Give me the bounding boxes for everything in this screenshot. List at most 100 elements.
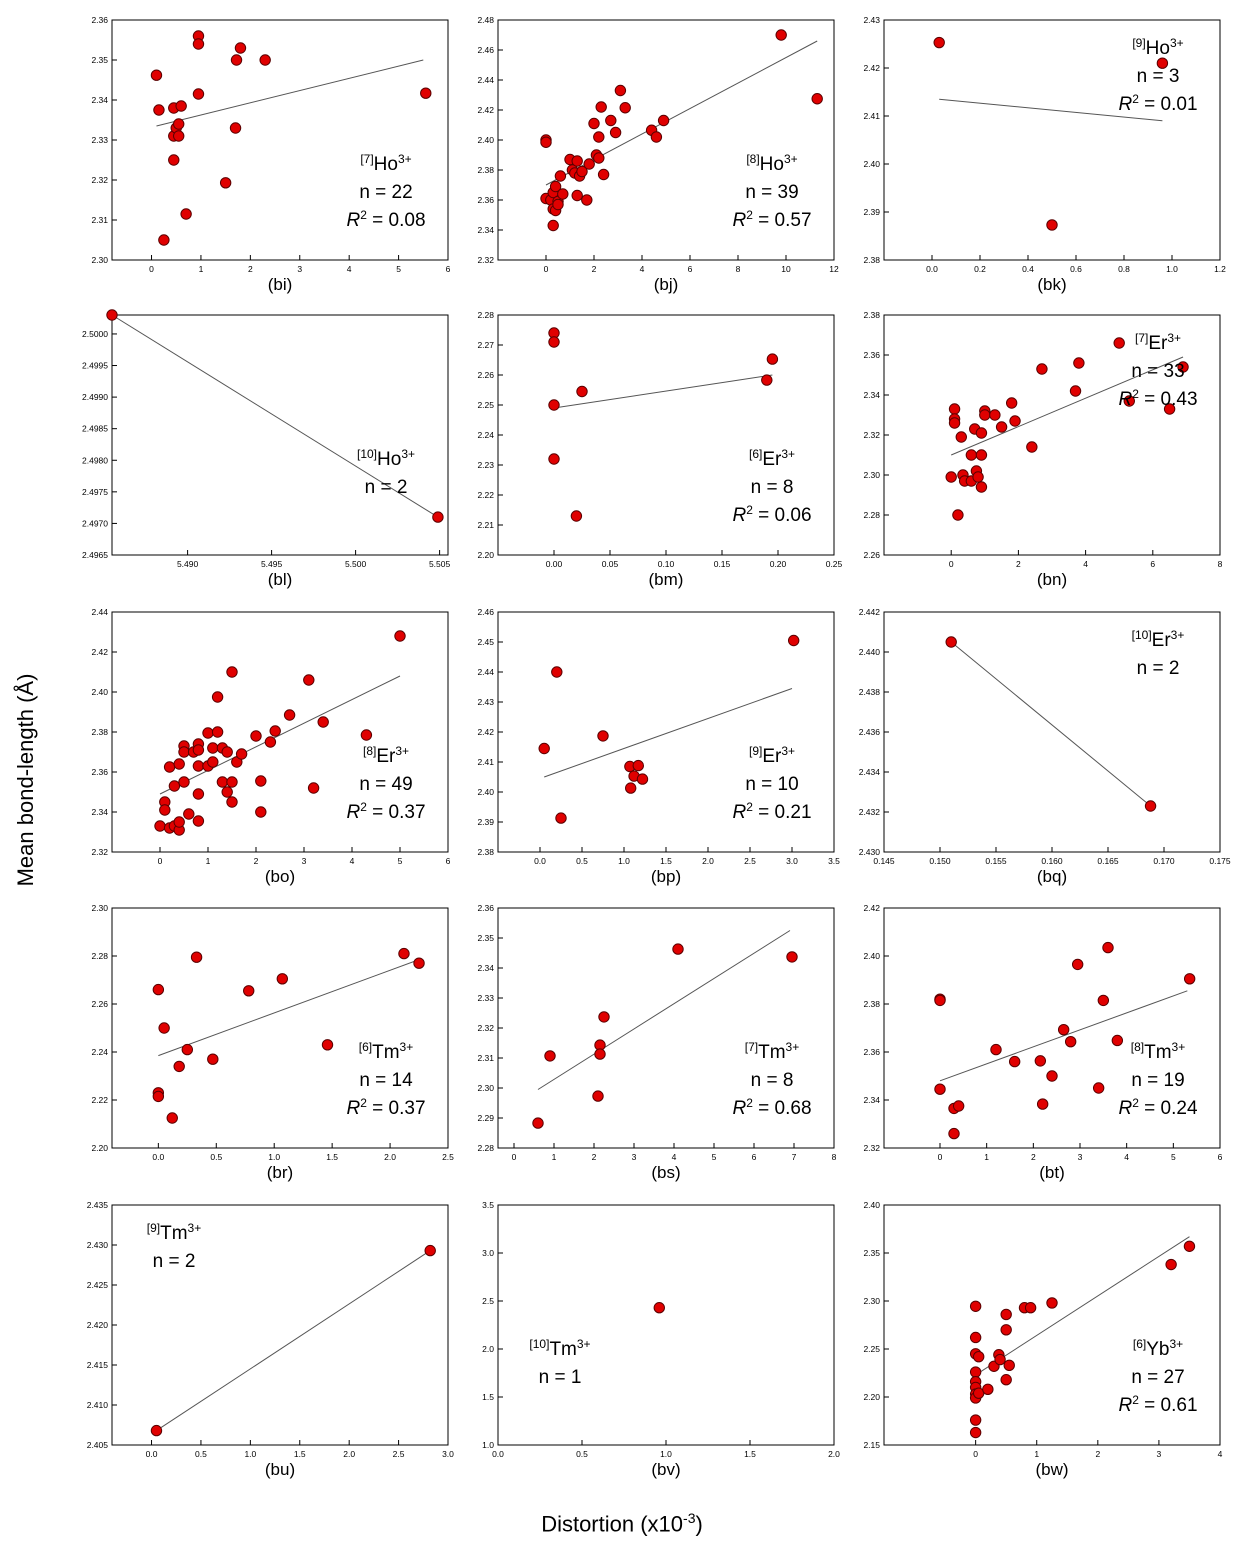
y-tick-label: 2.27	[477, 340, 494, 350]
data-point	[945, 471, 957, 483]
data-point	[614, 84, 627, 97]
data-point	[226, 796, 238, 808]
y-tick-label: 2.432	[859, 807, 881, 817]
x-tick-label: 1	[206, 856, 211, 866]
panel-bq: 2.430 2.432 2.434 2.436 2.438 2.440 2.442 0.145…	[859, 607, 1231, 886]
x-tick-label: 0.0	[926, 264, 938, 274]
panel-bp: 2.38 2.39 2.40 2.41 2.42 2.43 2.44 2.45 2.46 0.0 0…	[477, 607, 840, 886]
y-tick-label: 2.405	[87, 1440, 109, 1450]
x-tick-label: 0.10	[658, 559, 675, 569]
y-tick-label: 2.33	[91, 135, 108, 145]
data-point	[955, 431, 967, 443]
y-tick-label: 2.42	[91, 647, 108, 657]
y-tick-label: 2.0	[482, 1344, 494, 1354]
r-squared: R2 = 0.57	[732, 208, 811, 231]
data-point	[588, 117, 600, 130]
y-tick-label: 2.20	[863, 1392, 880, 1402]
r-squared-value: = 0.01	[1139, 94, 1198, 115]
data-point	[969, 1366, 982, 1378]
r-symbol: R	[732, 505, 746, 526]
y-tick-label: 2.40	[863, 951, 880, 961]
data-point	[548, 453, 560, 465]
data-point	[544, 1050, 556, 1062]
data-point	[538, 742, 550, 755]
r-symbol: R	[1118, 1098, 1132, 1119]
x-tick-label: 4	[1083, 559, 1088, 569]
panel-label: (bw)	[1035, 1460, 1068, 1479]
data-point	[570, 510, 583, 522]
panel-label: (bj)	[654, 275, 679, 294]
x-tick-label: 3.0	[442, 1449, 454, 1459]
panel-label: (bt)	[1039, 1163, 1065, 1182]
r-squared-value: = 0.37	[367, 802, 426, 823]
y-tick-label: 2.4990	[82, 392, 108, 402]
r-squared-value: = 0.08	[367, 210, 426, 231]
x-tick-label: 3.0	[786, 856, 798, 866]
data-point	[609, 126, 622, 139]
n-count: n = 22	[359, 182, 412, 203]
ion-label: [8]Er3+	[363, 744, 409, 767]
ion-symbol: Tm	[1144, 1042, 1171, 1063]
y-tick-label: 2.44	[91, 607, 108, 617]
y-tick-label: 2.38	[863, 999, 880, 1009]
x-tick-label: 8	[1218, 559, 1223, 569]
y-tick-label: 2.442	[859, 607, 881, 617]
x-tick-label: 6	[688, 264, 693, 274]
x-tick-label: 0	[973, 1449, 978, 1459]
ion-symbol: Tm	[160, 1223, 187, 1244]
y-tick-label: 2.39	[863, 207, 880, 217]
x-tick-label: 3.5	[828, 856, 840, 866]
ion-charge: 3+	[781, 447, 795, 461]
data-point	[933, 36, 945, 49]
x-tick-label: 2	[1095, 1449, 1100, 1459]
data-point	[975, 481, 988, 493]
plot-frame	[883, 314, 1221, 556]
x-tick-label: 5	[712, 1152, 717, 1162]
y-tick-label: 2.26	[863, 550, 880, 560]
y-tick-label: 2.24	[477, 430, 494, 440]
coordination-number: [6]	[749, 447, 762, 461]
data-point	[168, 154, 180, 166]
data-point	[158, 1022, 170, 1034]
x-tick-label: 0.05	[602, 559, 619, 569]
coordination-number: [10]	[1132, 628, 1152, 642]
coordination-number: [8]	[746, 152, 759, 166]
coordination-number: [6]	[1133, 1337, 1146, 1351]
x-tick-label: 1.0	[244, 1449, 256, 1459]
panel-label: (bm)	[649, 570, 684, 589]
data-point	[424, 1244, 436, 1257]
data-point	[226, 776, 238, 788]
data-point	[557, 188, 569, 200]
regression-line	[950, 641, 1151, 807]
plot-frame	[111, 907, 449, 1149]
coordination-number: [8]	[363, 744, 376, 758]
data-point	[166, 1112, 178, 1124]
y-tick-label: 2.434	[859, 767, 881, 777]
y-tick-label: 2.436	[859, 727, 881, 737]
data-point	[183, 808, 195, 820]
y-tick-label: 2.420	[87, 1320, 109, 1330]
data-point	[192, 38, 205, 50]
x-tick-label: 5	[396, 264, 401, 274]
y-tick-label: 2.415	[87, 1360, 109, 1370]
coordination-number: [6]	[359, 1040, 372, 1054]
r-symbol: R	[732, 1098, 746, 1119]
n-count: n = 49	[359, 774, 412, 795]
data-point	[594, 1048, 606, 1060]
y-tick-label: 2.425	[87, 1280, 109, 1290]
data-point	[653, 1302, 665, 1314]
data-point	[975, 449, 988, 461]
ion-label: [9]Tm3+	[147, 1221, 201, 1244]
regression-line	[159, 675, 401, 795]
plot-frame	[111, 314, 449, 556]
y-tick-label: 2.21	[477, 520, 494, 530]
data-point	[969, 1331, 982, 1344]
r-squared-value: = 0.24	[1139, 1098, 1198, 1119]
data-point	[207, 756, 219, 768]
x-tick-label: 3	[1157, 1449, 1162, 1459]
data-point	[1177, 361, 1189, 373]
y-tick-label: 2.22	[477, 490, 494, 500]
data-point	[173, 758, 185, 770]
ion-symbol: Ho	[760, 154, 784, 175]
data-point	[571, 155, 583, 167]
